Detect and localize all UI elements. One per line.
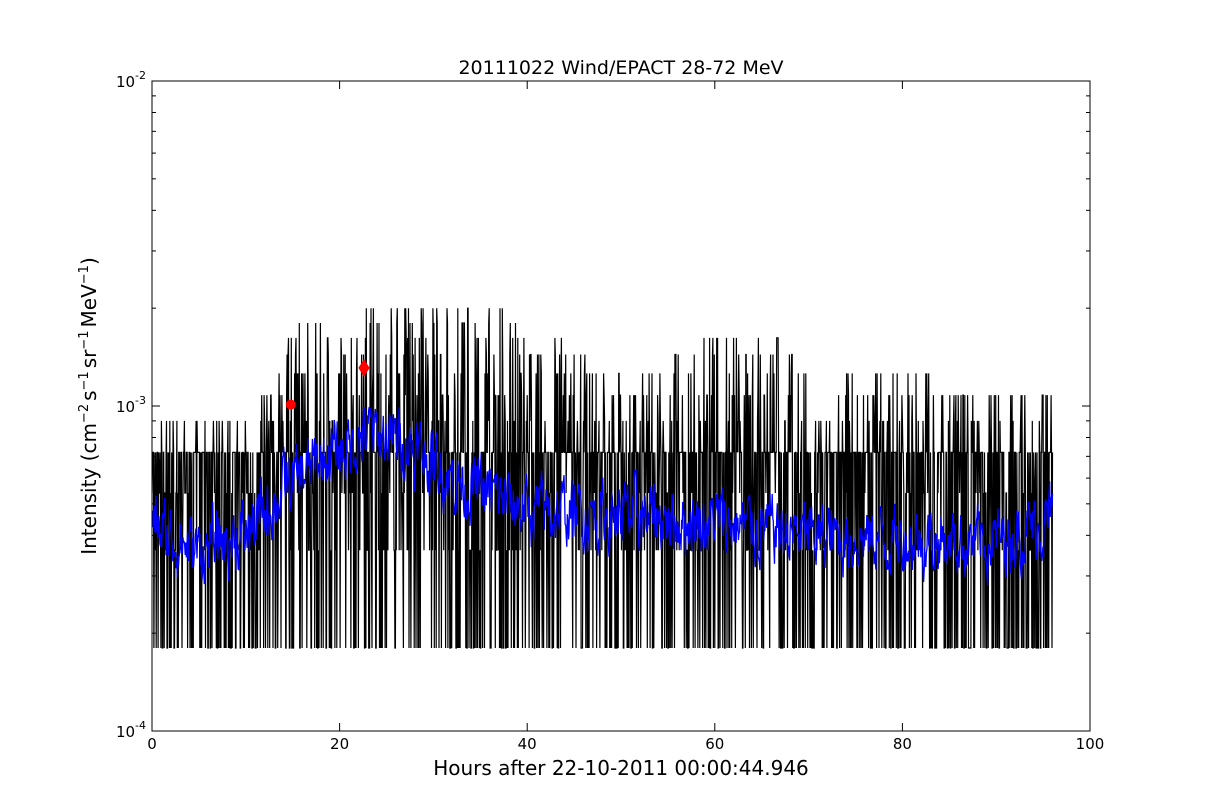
x-tick-label: 60: [705, 735, 724, 753]
plot-frame: [151, 80, 1091, 732]
y-tick-label: 10-4: [116, 719, 146, 741]
y-axis-label: Intensity (cm−2s−1sr−1MeV−1): [77, 257, 101, 555]
x-tick-label: 0: [147, 735, 157, 753]
x-tick-label: 40: [518, 735, 537, 753]
x-tick-label: 100: [1076, 735, 1105, 753]
x-axis-label: Hours after 22-10-2011 00:00:44.946: [433, 756, 809, 780]
series-line-black: [152, 307, 1054, 649]
axis-tick-labels: 0 20 40 60 80 100 10-4 10-3 10-2: [116, 69, 1104, 753]
y-tick-label: 10-3: [116, 394, 146, 416]
series-layer: [152, 307, 1054, 649]
x-tick-label: 20: [330, 735, 349, 753]
series-line-blue: [152, 406, 1054, 586]
y-tick-label: 10-2: [116, 69, 146, 91]
peak-marker-diamond: [358, 358, 370, 377]
marker-layer: [285, 358, 370, 410]
onset-marker-circle: [285, 399, 296, 410]
x-tick-label: 80: [893, 735, 912, 753]
chart-title: 20111022 Wind/EPACT 28-72 MeV: [458, 57, 783, 79]
